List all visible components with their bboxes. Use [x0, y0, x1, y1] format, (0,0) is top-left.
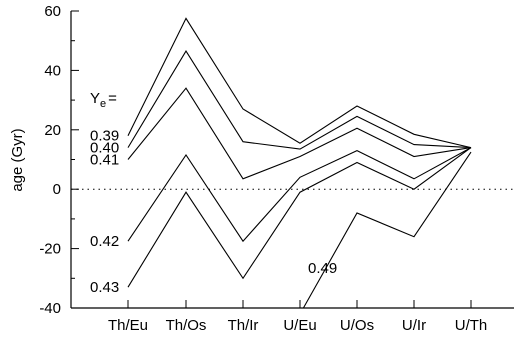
series-line-0-39 [127, 17, 472, 149]
x-tick-label: Th/Os [166, 317, 207, 334]
x-tick-label: Th/Ir [228, 317, 259, 334]
series-label-0-49: 0.49 [308, 260, 337, 277]
series-label-0-39: 0.39 [90, 128, 119, 145]
series-line-0-49 [302, 151, 472, 309]
series-line-0-41 [127, 87, 472, 180]
x-tick-label: U/Os [340, 317, 374, 334]
series-line-0-40 [127, 50, 472, 150]
x-tick-label: U/Th [455, 317, 488, 334]
series-label-0-43: 0.43 [90, 279, 119, 296]
y-tick-label: 60 [44, 3, 61, 20]
y-tick-label: 0 [53, 181, 61, 198]
series-lines [127, 17, 472, 309]
x-tick-label: U/Ir [402, 317, 426, 334]
series-label-0-40: 0.40 [90, 140, 119, 157]
ye-annotation-y: Y [90, 90, 100, 107]
ye-annotation-subscript: e [100, 98, 106, 110]
y-tick-label: -40 [39, 300, 61, 317]
y-axis-label: age (Gyr) [9, 128, 26, 191]
y-tick-label: 40 [44, 62, 61, 79]
x-tick-label: U/Eu [283, 317, 316, 334]
y-tick-label: 20 [44, 122, 61, 139]
series-label-0-41: 0.41 [90, 152, 119, 169]
series-label-0-42: 0.42 [90, 233, 119, 250]
y-tick-label: -20 [39, 241, 61, 258]
axis-labels: -40 -20 0 20 40 60 Th/Eu Th/Os Th/Ir U/Eu U/Os U/Ir… [39, 3, 487, 334]
ye-annotation-equals: = [108, 90, 117, 107]
ye-annotation: Ye = [90, 90, 117, 110]
series-line-0-42 [127, 147, 472, 243]
axis-ticks [71, 10, 472, 309]
series-line-0-43 [127, 147, 472, 288]
x-tick-label: Th/Eu [108, 317, 148, 334]
